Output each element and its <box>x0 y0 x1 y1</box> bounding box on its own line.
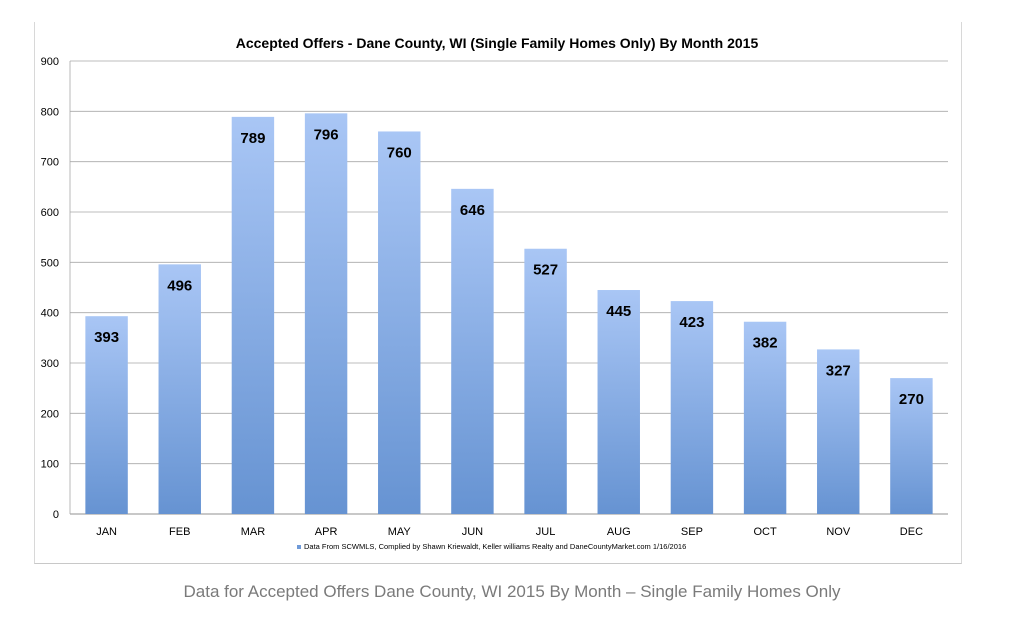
y-axis-ticks: 0 100 200 300 400 500 600 700 800 900 <box>41 56 59 521</box>
y-tick-label: 100 <box>41 459 59 471</box>
data-label: 496 <box>167 277 192 294</box>
data-label: 327 <box>826 362 851 379</box>
x-tick-label: JUN <box>462 526 483 538</box>
bar-sep <box>670 301 714 514</box>
x-tick-label: SEP <box>681 526 703 538</box>
y-tick-label: 200 <box>41 408 59 420</box>
bar-nov <box>817 349 860 514</box>
data-label: 527 <box>533 262 558 279</box>
bar-chart: Accepted Offers - Dane County, WI (Singl… <box>41 35 948 551</box>
x-tick-label: AUG <box>607 526 631 538</box>
bar-dec <box>890 378 933 514</box>
legend-swatch <box>297 545 301 549</box>
bar-mar <box>231 116 275 515</box>
y-tick-label: 800 <box>41 106 59 118</box>
y-tick-label: 900 <box>41 56 59 68</box>
x-tick-label: MAR <box>241 526 266 538</box>
x-tick-label: FEB <box>169 526 190 538</box>
bar-jul <box>524 248 567 514</box>
x-tick-label: APR <box>315 526 338 538</box>
y-tick-label: 400 <box>41 308 59 320</box>
bar-jan <box>85 316 128 514</box>
y-tick-label: 0 <box>53 509 59 521</box>
bar-aug <box>597 290 640 514</box>
x-tick-label: DEC <box>900 526 923 538</box>
gridlines <box>69 60 948 515</box>
x-tick-label: MAY <box>388 526 412 538</box>
chart-frame <box>34 22 962 564</box>
bar-jun <box>451 188 494 514</box>
x-axis-ticks: JAN FEB MAR APR MAY JUN JUL AUG SEP OCT NOV DEC <box>96 526 923 538</box>
data-label: 382 <box>753 335 778 352</box>
data-label: 270 <box>899 391 924 408</box>
data-label: 796 <box>314 126 339 143</box>
x-tick-label: JUL <box>536 526 556 538</box>
x-tick-label: OCT <box>753 526 777 538</box>
bar-feb <box>158 264 201 514</box>
bar-oct <box>743 321 787 514</box>
legend: Data From SCWMLS, Complied by Shawn Krie… <box>297 542 686 551</box>
y-tick-label: 500 <box>41 257 59 269</box>
chart-title: Accepted Offers - Dane County, WI (Singl… <box>236 35 759 51</box>
data-label: 760 <box>387 144 412 161</box>
data-label: 789 <box>240 130 265 147</box>
bar-apr <box>304 113 348 514</box>
y-tick-label: 700 <box>41 157 59 169</box>
data-label: 445 <box>606 303 631 320</box>
bars: 393 496 789 796 760 646 527 445 423 382 327 270 <box>85 113 933 515</box>
y-tick-label: 600 <box>41 207 59 219</box>
bar-may <box>378 131 421 514</box>
data-label: 423 <box>679 314 704 331</box>
legend-label: Data From SCWMLS, Complied by Shawn Krie… <box>304 542 686 551</box>
data-label: 646 <box>460 202 485 219</box>
data-label: 393 <box>94 329 119 346</box>
x-tick-label: NOV <box>826 526 851 538</box>
figure-caption: Data for Accepted Offers Dane County, WI… <box>183 582 841 601</box>
x-tick-label: JAN <box>96 526 117 538</box>
y-tick-label: 300 <box>41 358 59 370</box>
